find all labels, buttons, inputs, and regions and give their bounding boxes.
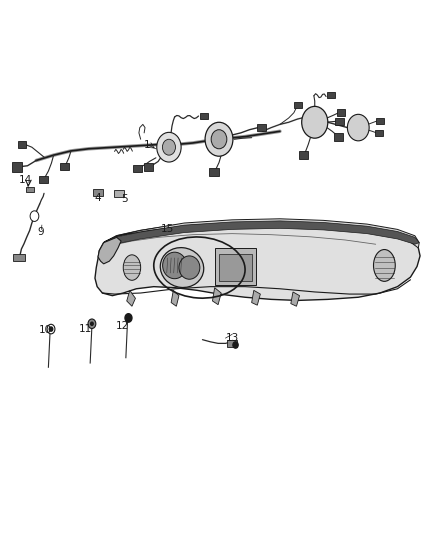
Text: 5: 5 xyxy=(121,194,127,204)
Circle shape xyxy=(205,122,233,156)
Ellipse shape xyxy=(374,249,395,281)
Text: 11: 11 xyxy=(78,324,92,334)
Circle shape xyxy=(347,114,369,141)
Bar xyxy=(375,130,383,136)
Ellipse shape xyxy=(123,255,141,280)
Text: 15: 15 xyxy=(161,224,174,235)
Bar xyxy=(376,118,384,124)
Ellipse shape xyxy=(179,256,200,279)
Bar xyxy=(18,141,26,148)
Bar xyxy=(114,190,124,197)
Circle shape xyxy=(162,139,176,155)
Polygon shape xyxy=(104,221,419,245)
Bar xyxy=(26,187,34,192)
Text: 14: 14 xyxy=(19,175,32,185)
Polygon shape xyxy=(98,237,121,264)
Bar xyxy=(336,109,345,116)
Circle shape xyxy=(233,342,238,348)
Ellipse shape xyxy=(162,252,187,279)
Circle shape xyxy=(49,327,53,331)
Ellipse shape xyxy=(160,248,204,287)
Circle shape xyxy=(30,211,39,221)
Bar xyxy=(227,340,237,347)
Polygon shape xyxy=(127,290,135,306)
Text: 10: 10 xyxy=(39,325,52,335)
Bar xyxy=(219,254,252,281)
Bar xyxy=(299,151,308,159)
Bar xyxy=(133,165,142,172)
Circle shape xyxy=(88,319,96,328)
Bar xyxy=(39,176,48,183)
Bar xyxy=(13,254,25,261)
Text: 4: 4 xyxy=(95,192,101,203)
Bar xyxy=(200,113,208,119)
Circle shape xyxy=(302,107,328,138)
Polygon shape xyxy=(104,219,419,248)
Bar xyxy=(144,164,153,171)
Bar xyxy=(60,164,69,170)
Bar xyxy=(294,102,302,108)
Circle shape xyxy=(91,322,93,325)
Bar xyxy=(93,189,103,196)
Polygon shape xyxy=(95,223,420,301)
Text: 13: 13 xyxy=(226,333,239,343)
Bar xyxy=(335,118,344,125)
Polygon shape xyxy=(171,290,179,306)
Circle shape xyxy=(211,130,227,149)
Polygon shape xyxy=(252,290,260,305)
Text: 1: 1 xyxy=(144,140,151,150)
Text: 9: 9 xyxy=(37,227,44,237)
Circle shape xyxy=(157,132,181,162)
Bar xyxy=(327,92,335,98)
Bar xyxy=(209,168,219,176)
Circle shape xyxy=(125,314,132,322)
Polygon shape xyxy=(291,292,300,306)
Bar xyxy=(257,124,266,131)
Bar xyxy=(12,162,22,172)
Text: 12: 12 xyxy=(116,321,129,332)
Bar xyxy=(215,248,256,285)
Bar xyxy=(334,133,343,141)
Circle shape xyxy=(47,324,55,334)
Polygon shape xyxy=(212,288,221,305)
